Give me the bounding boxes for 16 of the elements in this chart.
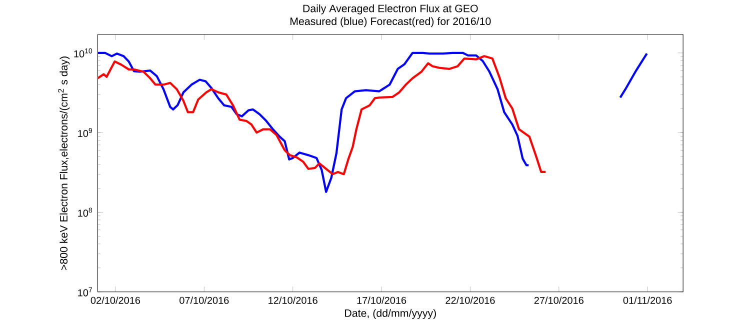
y-tick-label: 10$^{10}$ — [74, 48, 92, 58]
x-tick-label: 17/10/2016 — [357, 296, 406, 304]
x-tick-label: 01/11/2016 — [623, 296, 672, 304]
line-series — [98, 55, 547, 176]
chart-title: Daily Averaged Electron Flux at GEO — [303, 4, 478, 14]
x-tick-label: 27/10/2016 — [534, 296, 584, 304]
y-axis-title: >800 keV Electron Flux,electrons/(cm$^{2}$ s day) — [58, 56, 70, 270]
x-tick-label: 02/10/2016 — [90, 296, 140, 304]
x-tick-label: 12/10/2016 — [268, 296, 318, 304]
y-tick-label: 10$^{8}$ — [78, 208, 92, 217]
chart-subtitle: Measured (blue) Forecast(red) for 2016/10 — [290, 17, 491, 28]
x-tick-label: 22/10/2016 — [446, 296, 495, 304]
x-axis-title: Date, (dd/mm/yyyy) — [345, 309, 436, 320]
x-tick-label: 07/10/2016 — [180, 296, 229, 304]
y-tick-label: 10$^{7}$ — [78, 287, 92, 296]
y-tick-label: 10$^{9}$ — [78, 128, 92, 138]
